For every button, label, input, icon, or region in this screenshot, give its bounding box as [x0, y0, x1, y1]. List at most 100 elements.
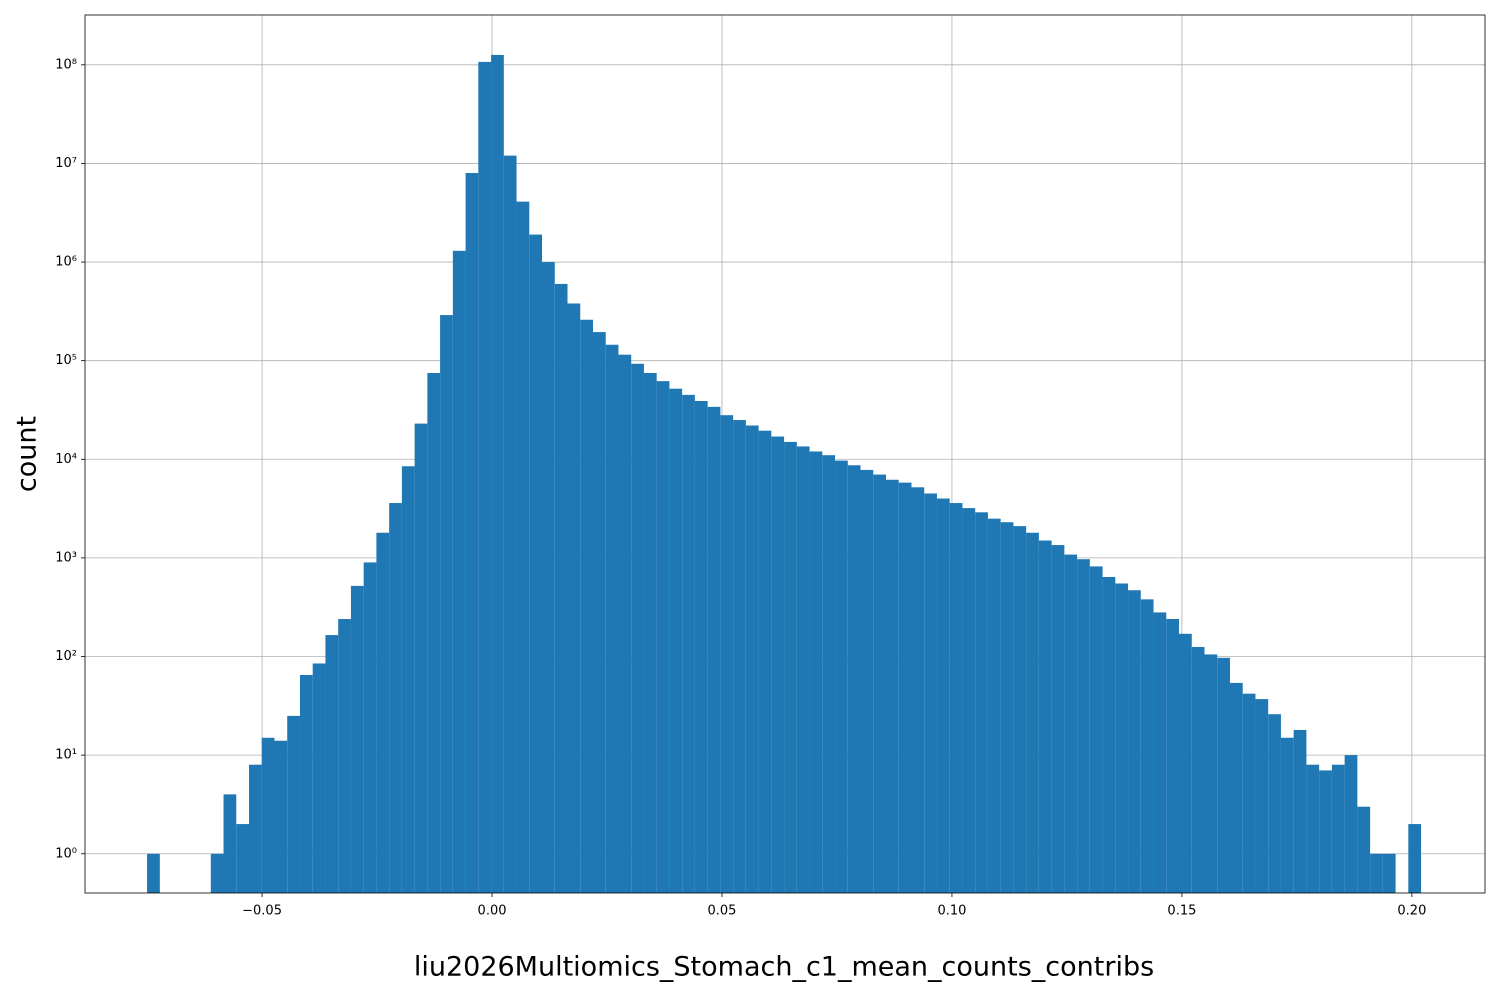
bar	[1357, 806, 1371, 893]
bar	[592, 332, 606, 893]
bar	[452, 250, 466, 893]
bar	[1370, 853, 1383, 893]
bar	[1166, 619, 1180, 893]
bar	[567, 303, 581, 893]
bar	[694, 400, 708, 893]
bar	[987, 518, 1001, 893]
y-tick-label: 10⁶	[55, 255, 77, 270]
y-tick-label: 10⁰	[55, 846, 77, 861]
bar	[1255, 699, 1269, 893]
y-tick-label: 10⁸	[55, 57, 77, 72]
bar	[236, 824, 250, 893]
bar	[1204, 654, 1218, 893]
bar	[554, 283, 568, 893]
bar	[1319, 770, 1332, 893]
bar	[873, 474, 886, 893]
bar	[898, 482, 912, 893]
bar	[1102, 577, 1116, 893]
bar	[580, 319, 593, 893]
y-tick-label: 10⁴	[55, 452, 77, 467]
bar	[835, 460, 848, 893]
bar	[911, 487, 925, 893]
bar	[758, 430, 772, 893]
x-tick-label: 0.10	[937, 904, 966, 919]
bar	[1140, 599, 1154, 893]
x-tick-label: −0.05	[242, 904, 282, 919]
bar	[733, 420, 746, 893]
bar	[542, 262, 555, 893]
bar	[745, 425, 759, 893]
bar	[338, 619, 351, 893]
bar	[784, 441, 797, 893]
y-tick-label: 10³	[55, 550, 77, 565]
bar	[478, 61, 492, 894]
bar	[287, 715, 300, 893]
bar	[1293, 729, 1307, 893]
bar	[414, 423, 428, 893]
bar	[885, 479, 899, 893]
x-tick-label: 0.20	[1397, 904, 1426, 919]
bar	[389, 503, 402, 893]
bar	[1128, 590, 1141, 893]
bar	[299, 674, 313, 893]
bar	[1344, 755, 1358, 893]
bar	[376, 532, 390, 893]
bar	[1000, 522, 1014, 893]
bar	[465, 172, 479, 893]
bar	[312, 663, 326, 893]
bar	[796, 446, 810, 893]
bar	[529, 234, 543, 893]
bar	[962, 508, 976, 893]
bar	[1229, 682, 1243, 893]
x-tick-label: 0.15	[1167, 904, 1196, 919]
bar	[1077, 559, 1090, 893]
bar	[809, 451, 823, 893]
bar	[1013, 526, 1027, 893]
x-tick-label: 0.05	[708, 904, 737, 919]
bar	[847, 465, 861, 893]
bar	[1382, 853, 1396, 893]
y-tick-label: 10⁵	[55, 353, 77, 368]
y-tick-label: 10²	[55, 649, 77, 664]
bar	[1280, 737, 1294, 893]
x-axis-label: liu2026Multiomics_Stomach_c1_mean_counts…	[414, 952, 1154, 983]
bar	[1306, 764, 1320, 893]
bar	[643, 372, 657, 893]
bar	[682, 394, 695, 893]
bar	[503, 155, 517, 894]
bar	[1179, 633, 1192, 893]
bar	[1242, 693, 1256, 893]
bar	[975, 512, 988, 893]
bar	[401, 466, 415, 893]
bar	[516, 201, 530, 894]
bar	[1064, 554, 1078, 893]
bar	[350, 585, 364, 893]
bar	[147, 853, 160, 893]
y-axis-label: count	[12, 416, 43, 492]
bar	[605, 344, 619, 893]
bar	[491, 54, 504, 893]
bar	[210, 853, 224, 893]
y-tick-label: 10¹	[55, 748, 77, 763]
bar	[822, 455, 836, 893]
bar	[1268, 714, 1281, 893]
bar	[1115, 583, 1129, 893]
bar	[669, 388, 683, 893]
bar	[1331, 764, 1345, 893]
y-tick-label: 10⁷	[55, 156, 77, 171]
bar	[707, 406, 721, 893]
bar	[936, 498, 950, 893]
bar	[427, 372, 441, 893]
bar	[249, 764, 262, 893]
bar	[1408, 824, 1422, 893]
bar	[325, 635, 339, 893]
x-tick-label: 0.00	[478, 904, 507, 919]
bar	[631, 363, 644, 893]
bar	[949, 503, 963, 893]
bar	[223, 794, 237, 893]
bar	[618, 354, 632, 893]
bar	[363, 562, 377, 893]
bar	[924, 493, 937, 893]
bar	[1217, 657, 1230, 893]
